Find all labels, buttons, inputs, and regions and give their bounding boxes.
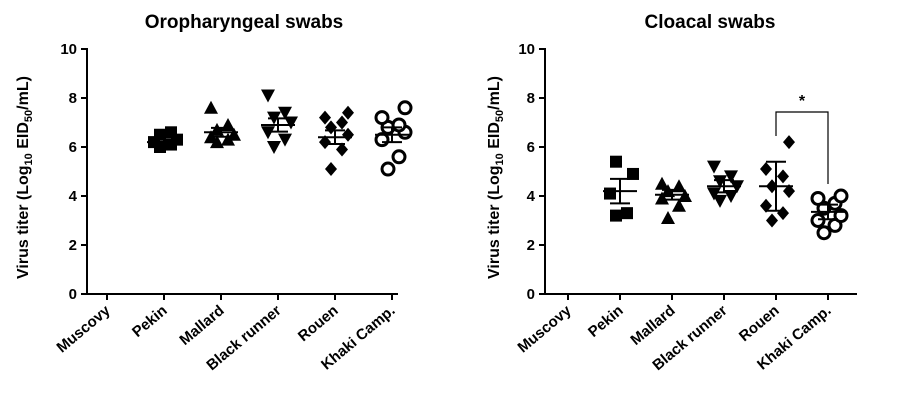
data-point: [816, 225, 832, 241]
y-tick-label: 10: [518, 41, 535, 58]
data-point: [777, 169, 789, 184]
data-point: [707, 187, 721, 201]
data-point: [267, 141, 281, 154]
data-point: [810, 190, 826, 206]
data-point: [604, 187, 616, 200]
data-point: [221, 117, 235, 131]
data-point: [777, 206, 789, 221]
y-tick-label: 8: [69, 90, 77, 107]
x-tick-label: Muscovy: [514, 302, 575, 357]
x-tick-label: Rouen: [295, 302, 342, 345]
x-tick-label: Mallard: [176, 302, 227, 349]
data-point: [661, 211, 675, 225]
y-axis-label-part: Virus titer (Log: [486, 165, 503, 279]
y-axis-label-part: EID: [15, 122, 32, 153]
data-point: [707, 160, 721, 174]
data-point: [627, 167, 639, 180]
data-point: [284, 116, 298, 130]
data-point: [713, 175, 727, 189]
y-tick-label: 10: [60, 41, 77, 58]
data-point: [724, 170, 738, 184]
y-tick-label: 6: [69, 139, 77, 156]
data-point: [165, 126, 177, 139]
data-point: [380, 161, 396, 177]
data-point: [391, 117, 407, 133]
y-tick-label: 6: [527, 139, 535, 156]
significance-bracket: [775, 111, 829, 184]
data-point: [833, 188, 849, 204]
data-point: [766, 213, 778, 228]
x-tick-label: Pekin: [129, 302, 171, 341]
data-point: [655, 191, 669, 205]
data-point: [655, 176, 669, 190]
x-tick-label: Pekin: [585, 302, 627, 341]
y-tick-label: 2: [69, 237, 77, 254]
data-point: [278, 133, 292, 147]
y-axis-label: Virus titer (Log10 EID50/mL): [486, 76, 506, 279]
x-tick-label: Rouen: [736, 302, 783, 345]
data-point: [760, 162, 772, 177]
data-point: [319, 110, 331, 125]
y-axis-label-part: Virus titer (Log: [15, 165, 32, 279]
data-point: [760, 198, 772, 213]
data-point: [374, 110, 390, 126]
y-axis-label-part: 50: [494, 110, 506, 122]
chart-title: Oropharyngeal swabs: [145, 12, 344, 33]
data-point: [397, 100, 413, 116]
x-tick-label: Muscovy: [53, 302, 114, 357]
data-point: [672, 198, 686, 212]
data-point: [783, 135, 795, 150]
data-point: [336, 115, 348, 130]
y-tick-label: 8: [527, 90, 535, 107]
y-axis-label-part: 50: [23, 110, 35, 122]
y-tick-label: 0: [527, 286, 535, 303]
data-point: [810, 213, 826, 228]
y-axis-label: Virus titer (Log10 EID50/mL): [15, 76, 35, 279]
y-tick-label: 0: [69, 286, 77, 303]
y-axis-label-part: /mL): [486, 76, 503, 110]
data-point: [713, 194, 727, 208]
y-axis-label-part: EID: [486, 122, 503, 153]
y-axis-label-part: 10: [23, 153, 35, 165]
data-point: [783, 184, 795, 199]
data-point: [391, 149, 407, 165]
data-point: [621, 207, 633, 220]
data-point: [154, 128, 166, 141]
y-tick-label: 4: [527, 188, 536, 205]
data-point: [261, 126, 275, 140]
data-point: [319, 135, 331, 150]
y-axis-label-part: /mL): [15, 76, 32, 110]
data-point: [204, 100, 218, 114]
y-axis-label-part: 10: [494, 153, 506, 165]
chart-title: Cloacal swabs: [645, 12, 776, 33]
data-point: [325, 162, 337, 177]
data-point: [261, 89, 275, 103]
data-point: [610, 209, 622, 222]
y-tick-label: 4: [69, 188, 78, 205]
y-tick-label: 2: [527, 237, 535, 254]
data-point: [278, 106, 292, 120]
data-point: [342, 105, 354, 120]
data-point: [336, 142, 348, 157]
significance-marker: *: [799, 93, 806, 110]
data-point: [610, 155, 622, 168]
